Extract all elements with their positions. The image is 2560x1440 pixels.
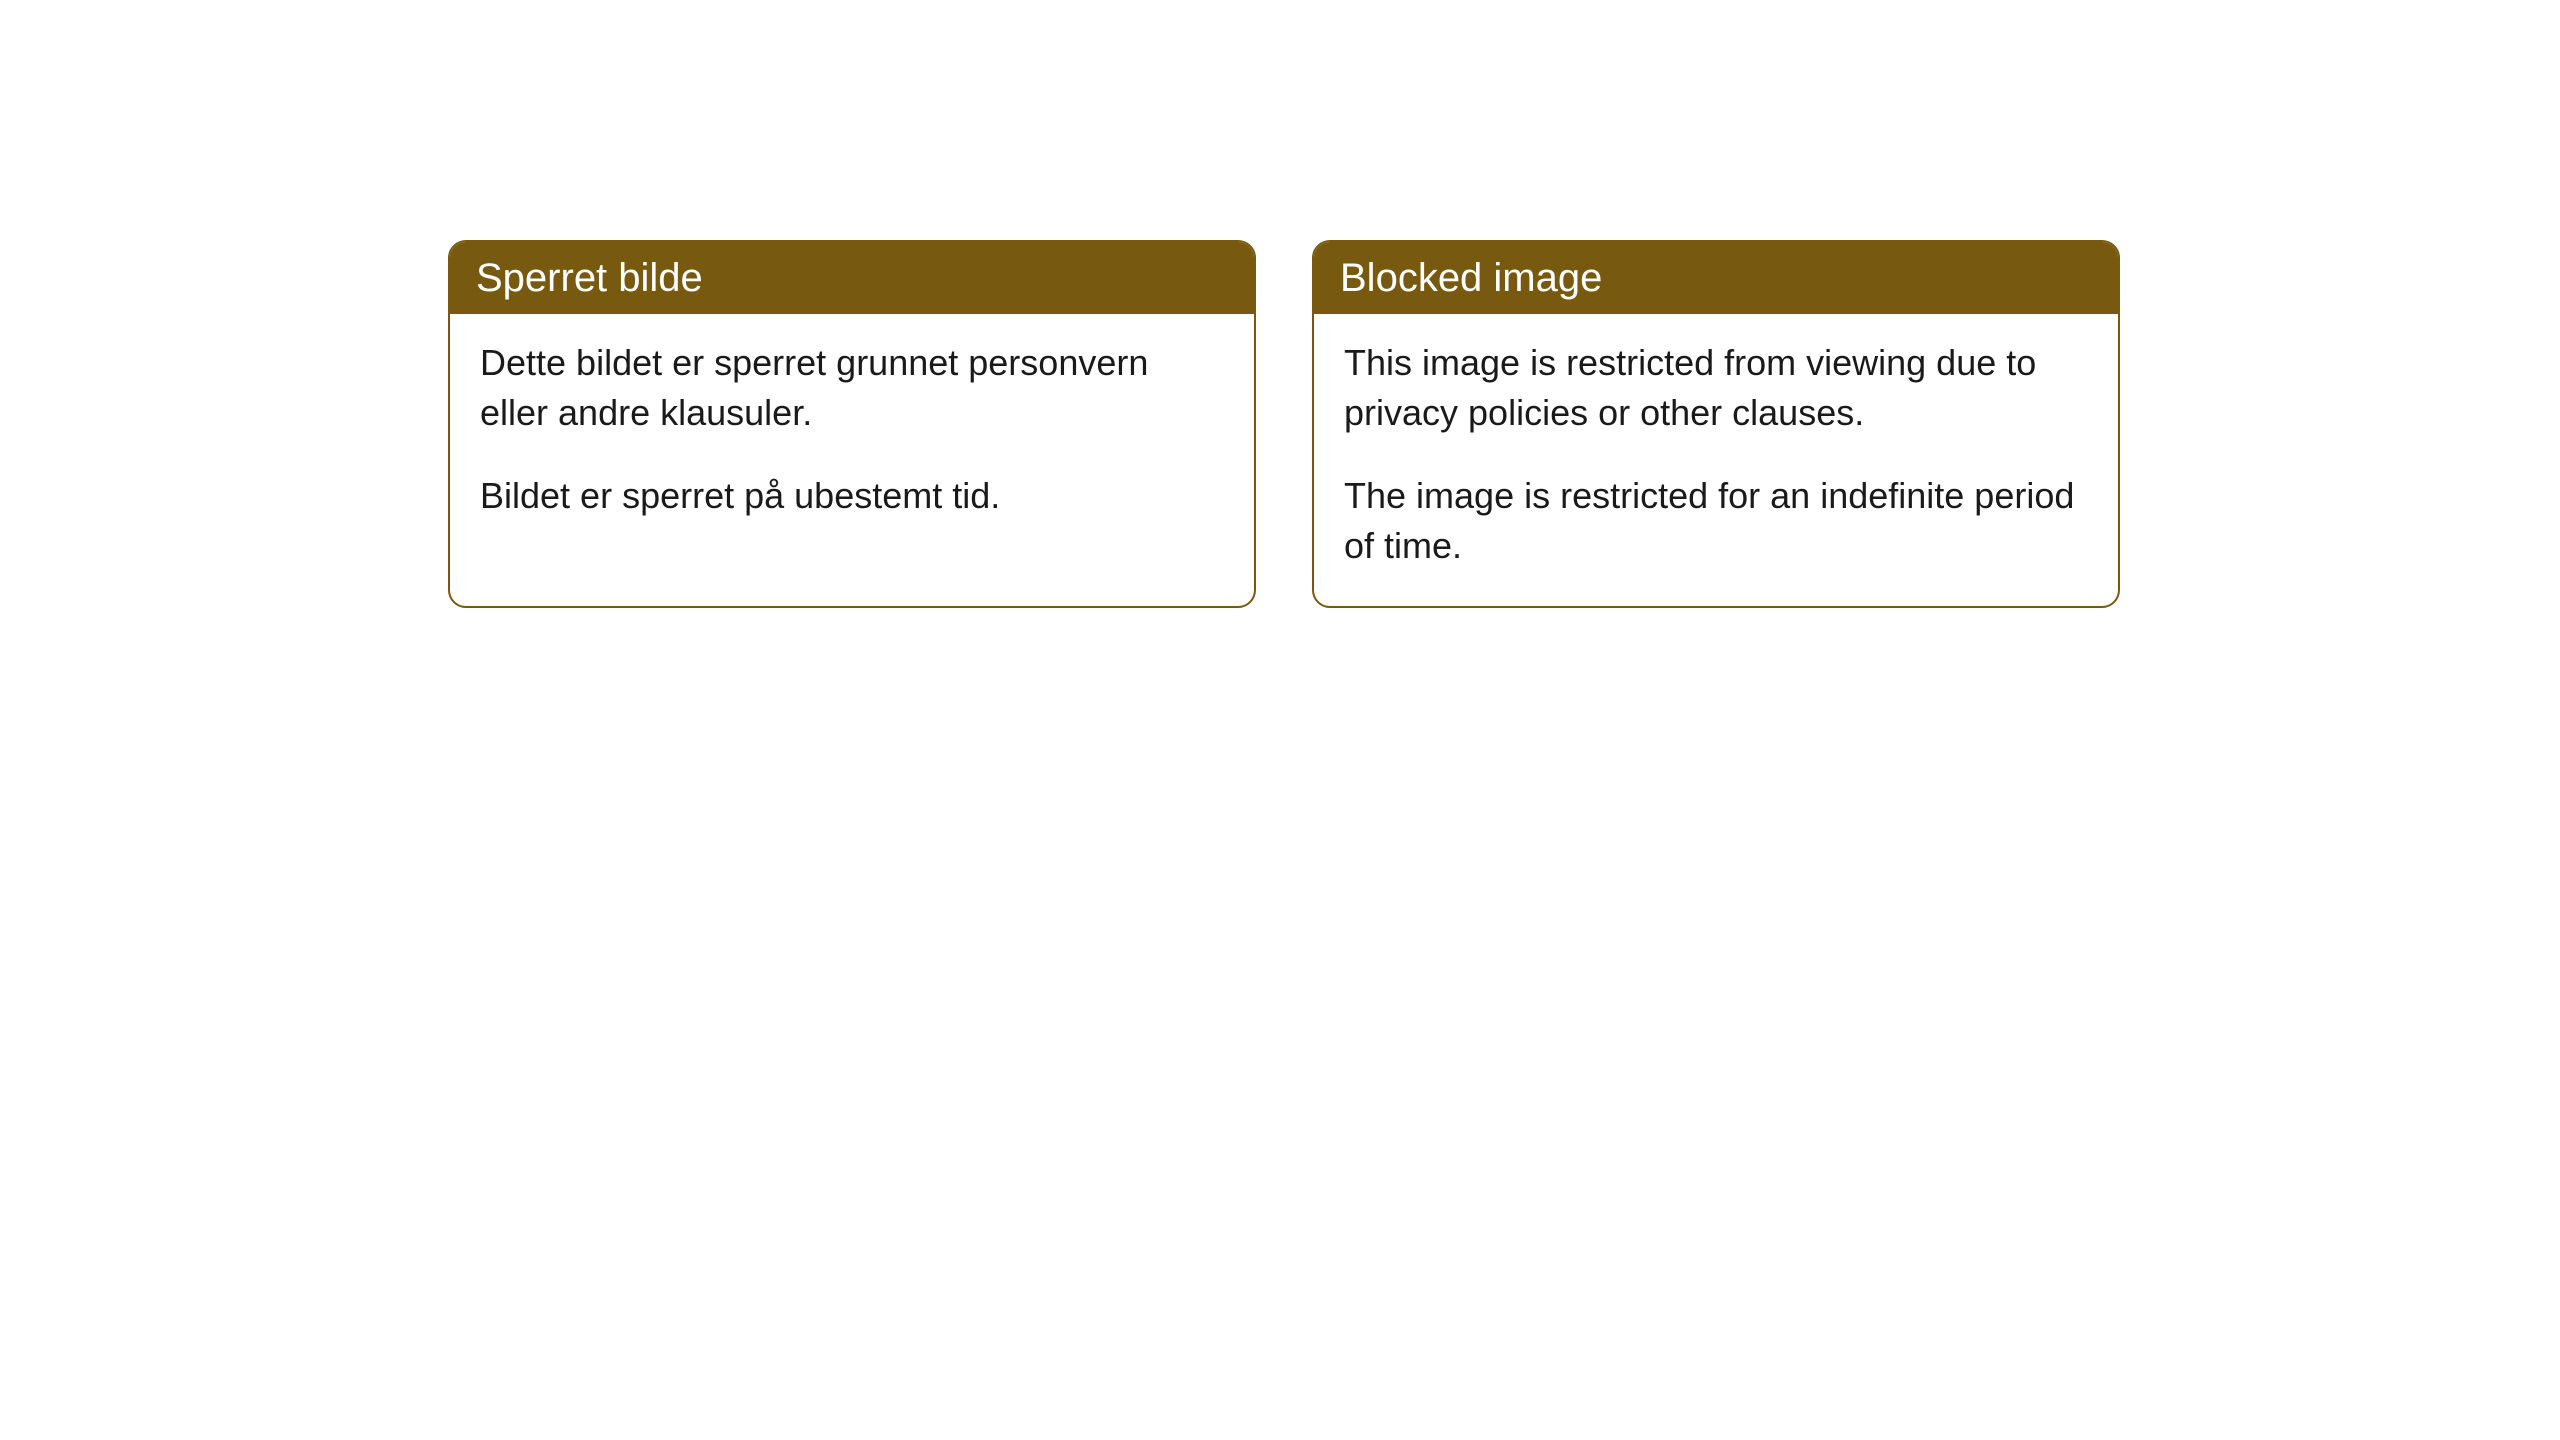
- card-text-line-1: This image is restricted from viewing du…: [1344, 338, 2088, 439]
- card-body: This image is restricted from viewing du…: [1314, 314, 2118, 606]
- card-header: Blocked image: [1314, 242, 2118, 314]
- card-header: Sperret bilde: [450, 242, 1254, 314]
- card-text-line-2: Bildet er sperret på ubestemt tid.: [480, 471, 1224, 521]
- card-text-line-2: The image is restricted for an indefinit…: [1344, 471, 2088, 572]
- notice-card-norwegian: Sperret bilde Dette bildet er sperret gr…: [448, 240, 1256, 608]
- card-text-line-1: Dette bildet er sperret grunnet personve…: [480, 338, 1224, 439]
- notice-card-english: Blocked image This image is restricted f…: [1312, 240, 2120, 608]
- card-body: Dette bildet er sperret grunnet personve…: [450, 314, 1254, 555]
- notice-card-container: Sperret bilde Dette bildet er sperret gr…: [448, 240, 2560, 608]
